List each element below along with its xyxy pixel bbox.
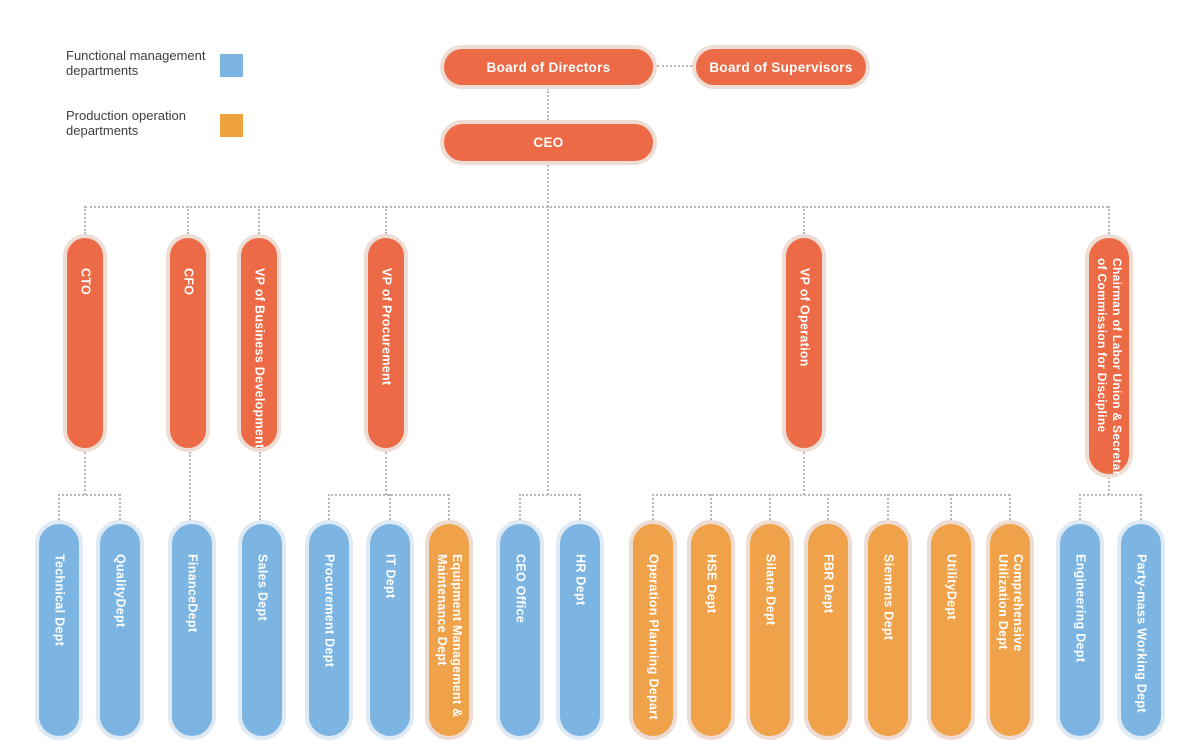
- node-vp-procurement: VP of Procurement: [364, 234, 408, 452]
- node-label: HSE Dept: [704, 554, 719, 614]
- node-label: CTO: [78, 268, 93, 296]
- connector-drop-ceo-office: [519, 494, 521, 520]
- node-label: Technical Dept: [52, 554, 67, 647]
- node-label: FBR Dept: [821, 554, 836, 614]
- node-finance-dept: FinanceDept: [168, 520, 216, 740]
- connector-vp-operation-stem: [803, 452, 805, 495]
- node-vp-business-development: VP of Business Development: [237, 234, 281, 452]
- node-sales-dept: Sales Dept: [238, 520, 286, 740]
- node-board-of-directors: Board of Directors: [440, 45, 657, 89]
- node-label: CEO Office: [513, 554, 528, 623]
- node-procurement-dept: Procurement Dept: [305, 520, 353, 740]
- connector-drop-chairman: [1108, 206, 1110, 234]
- node-quality-dept: QualityDept: [96, 520, 144, 740]
- node-technical-dept: Technical Dept: [35, 520, 83, 740]
- node-cto: CTO: [63, 234, 107, 452]
- connector-ceo-bar: [519, 494, 580, 496]
- node-label: VP of Operation: [797, 268, 812, 367]
- connector-main-bus: [85, 206, 1108, 208]
- connector-vp-operation-bar: [652, 494, 1010, 496]
- node-label: Engineering Dept: [1073, 554, 1088, 663]
- legend-swatch-functional: [220, 54, 243, 77]
- connector-board-supervisors: [657, 65, 692, 67]
- connector-board-ceo: [547, 88, 549, 120]
- connector-drop-technical: [58, 494, 60, 520]
- connector-ceo-bus: [547, 165, 549, 207]
- node-label: Party-mass Working Dept: [1134, 554, 1149, 713]
- node-label: FinanceDept: [185, 554, 200, 633]
- node-label: VP of Procurement: [379, 268, 394, 386]
- node-label: VP of Business Development: [252, 268, 267, 449]
- node-label: Silane Dept: [763, 554, 778, 626]
- node-board-of-supervisors: Board of Supervisors: [692, 45, 870, 89]
- node-label: Chairman of Labor Union & Secretary of C…: [1095, 258, 1124, 483]
- connector-vp-procurement-stem: [385, 452, 387, 495]
- node-label: Procurement Dept: [322, 554, 337, 668]
- connector-vpbd-sales: [259, 452, 261, 520]
- connector-drop-cfo: [187, 206, 189, 234]
- node-cfo: CFO: [166, 234, 210, 452]
- connector-drop-it: [389, 494, 391, 520]
- node-silane-dept: Silane Dept: [746, 520, 794, 740]
- connector-vp-procurement-bar: [328, 494, 449, 496]
- node-equipment-maintenance-dept: Equipment Management & Maintenance Dept: [425, 520, 473, 740]
- node-label: HR Dept: [573, 554, 588, 606]
- node-label: CEO: [533, 135, 564, 150]
- node-label: Operation Planning Depart: [646, 554, 661, 720]
- node-hse-dept: HSE Dept: [687, 520, 735, 740]
- connector-drop-siemens: [887, 494, 889, 520]
- connector-drop-operation-planning: [652, 494, 654, 520]
- legend-label-functional: Functional management departments: [66, 48, 206, 78]
- node-label: Siemens Dept: [881, 554, 896, 641]
- node-it-dept: IT Dept: [366, 520, 414, 740]
- connector-drop-equipment: [448, 494, 450, 520]
- connector-chairman-stem: [1108, 477, 1110, 495]
- node-chairman-labor-union: Chairman of Labor Union & Secretary of C…: [1085, 234, 1133, 483]
- node-siemens-dept: Siemens Dept: [864, 520, 912, 740]
- node-operation-planning-dept: Operation Planning Depart: [629, 520, 677, 740]
- connector-cto-stem: [84, 452, 86, 495]
- connector-drop-cto: [84, 206, 86, 234]
- legend-swatch-production: [220, 114, 243, 137]
- connector-ceo-column: [547, 206, 549, 495]
- node-vp-operation: VP of Operation: [782, 234, 826, 452]
- node-ceo-office: CEO Office: [496, 520, 544, 740]
- connector-drop-vp-procurement: [385, 206, 387, 234]
- connector-drop-engineering: [1079, 494, 1081, 520]
- connector-cfo-finance: [189, 452, 191, 520]
- connector-drop-party-mass: [1140, 494, 1142, 520]
- node-label: CFO: [181, 268, 196, 296]
- node-label: Comprehensive Utilization Dept: [996, 554, 1025, 652]
- connector-cto-bar: [58, 494, 120, 496]
- node-label: QualityDept: [113, 554, 128, 628]
- connector-chairman-bar: [1079, 494, 1141, 496]
- connector-drop-procurement: [328, 494, 330, 520]
- connector-drop-comprehensive: [1009, 494, 1011, 520]
- node-label: Board of Supervisors: [709, 59, 853, 75]
- node-engineering-dept: Engineering Dept: [1056, 520, 1104, 740]
- connector-drop-hse: [710, 494, 712, 520]
- legend-label-production: Production operation departments: [66, 108, 186, 138]
- node-label: IT Dept: [383, 554, 398, 599]
- node-utility-dept: UtilityDept: [927, 520, 975, 740]
- connector-drop-utility: [950, 494, 952, 520]
- connector-drop-vp-business-development: [258, 206, 260, 234]
- connector-drop-fbr: [827, 494, 829, 520]
- node-label: Sales Dept: [255, 554, 270, 621]
- node-party-mass-working-dept: Party-mass Working Dept: [1117, 520, 1165, 740]
- connector-drop-hr: [579, 494, 581, 520]
- connector-drop-vp-operation: [803, 206, 805, 234]
- connector-drop-silane: [769, 494, 771, 520]
- connector-drop-quality: [119, 494, 121, 520]
- node-label: Equipment Management & Maintenance Dept: [435, 554, 464, 718]
- node-fbr-dept: FBR Dept: [804, 520, 852, 740]
- node-ceo: CEO: [440, 120, 657, 165]
- node-hr-dept: HR Dept: [556, 520, 604, 740]
- node-label: Board of Directors: [486, 59, 611, 75]
- node-label: UtilityDept: [944, 554, 959, 620]
- node-comprehensive-utilization-dept: Comprehensive Utilization Dept: [986, 520, 1034, 740]
